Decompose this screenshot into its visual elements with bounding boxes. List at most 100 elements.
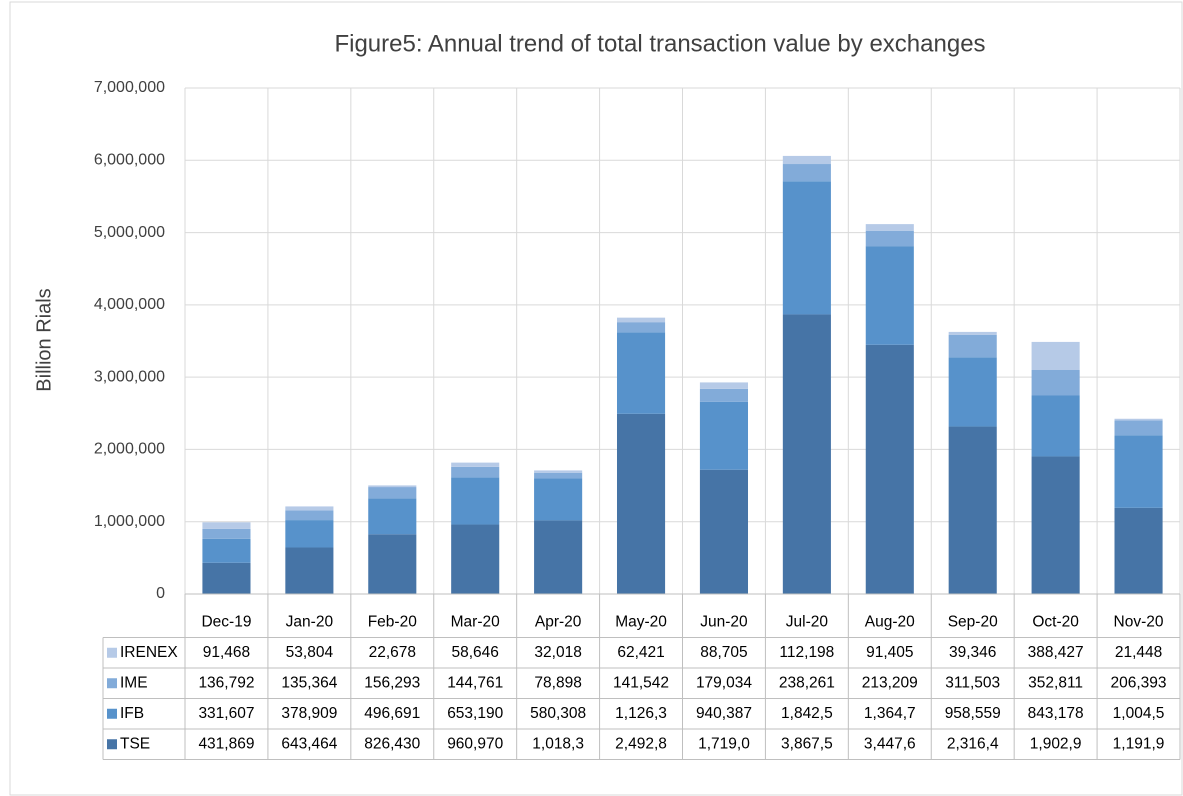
bar-segment xyxy=(948,334,997,358)
data-label: 940,387 xyxy=(696,705,752,722)
bar-segment xyxy=(1114,418,1163,421)
data-label: 88,705 xyxy=(700,644,747,661)
data-label: 1,126,3 xyxy=(615,705,667,722)
data-label: 206,393 xyxy=(1111,674,1167,691)
bar-segment xyxy=(534,520,583,594)
bar-segment xyxy=(865,230,914,247)
x-tick-label: Sep-20 xyxy=(948,613,998,630)
data-label: 3,447,6 xyxy=(864,735,916,752)
bar-segment xyxy=(1114,435,1163,508)
chart-title: Figure5: Annual trend of total transacti… xyxy=(334,30,985,57)
bar-segment xyxy=(285,520,334,548)
bar-segment xyxy=(948,357,997,427)
chart-frame xyxy=(9,1,1183,796)
bar-segment xyxy=(1114,420,1163,436)
bar-segment xyxy=(616,322,666,333)
x-tick-label: Jun-20 xyxy=(700,613,748,630)
x-tick-label: Aug-20 xyxy=(865,613,915,630)
bar-segment xyxy=(1031,395,1080,457)
x-tick-label: Oct-20 xyxy=(1032,613,1079,630)
data-label: 378,909 xyxy=(281,705,337,722)
data-label: 496,691 xyxy=(364,705,420,722)
bar-segment xyxy=(782,164,831,182)
bar-segment xyxy=(699,382,749,389)
data-label: 91,405 xyxy=(866,644,913,661)
data-label: 3,867,5 xyxy=(781,735,833,752)
y-tick-label: 1,000,000 xyxy=(94,513,165,530)
bar-segment xyxy=(451,466,500,478)
data-label: 431,869 xyxy=(198,735,254,752)
y-tick-label: 4,000,000 xyxy=(94,296,165,313)
data-label: 32,018 xyxy=(534,644,581,661)
data-label: 2,492,8 xyxy=(615,735,667,752)
bar-segment xyxy=(534,478,583,521)
data-label: 156,293 xyxy=(364,674,420,691)
bar-segment xyxy=(534,470,583,473)
data-label: 1,018,3 xyxy=(532,735,584,752)
bar-segment xyxy=(202,538,251,563)
bar-segment xyxy=(202,522,251,529)
data-label: 213,209 xyxy=(862,674,918,691)
data-label: 1,902,9 xyxy=(1030,735,1082,752)
bar-segment xyxy=(699,469,749,594)
data-label: 311,503 xyxy=(945,674,1000,691)
y-tick-label: 5,000,000 xyxy=(94,224,165,241)
legend-label: IFB xyxy=(120,705,144,722)
bar-segment xyxy=(865,344,914,594)
data-label: 135,364 xyxy=(281,674,337,691)
data-label: 826,430 xyxy=(364,735,420,752)
data-label: 653,190 xyxy=(447,705,503,722)
data-label: 580,308 xyxy=(530,705,586,722)
legend-label: TSE xyxy=(120,735,150,752)
x-tick-label: May-20 xyxy=(615,613,667,630)
bar-segment xyxy=(616,317,666,323)
data-label: 238,261 xyxy=(779,674,835,691)
data-label: 960,970 xyxy=(447,735,503,752)
x-tick-label: Feb-20 xyxy=(368,613,417,630)
x-tick-label: Nov-20 xyxy=(1114,613,1164,630)
bar-segment xyxy=(285,510,334,521)
data-label: 62,421 xyxy=(617,644,664,661)
bar-segment xyxy=(1031,456,1080,594)
legend-label: IME xyxy=(120,674,148,691)
data-label: 179,034 xyxy=(696,674,752,691)
bar-segment xyxy=(1114,507,1163,594)
y-axis-label: Billion Rials xyxy=(33,288,55,391)
bar-segment xyxy=(202,528,251,539)
bar-segment xyxy=(534,472,583,479)
data-label: 958,559 xyxy=(945,705,1001,722)
data-label: 141,542 xyxy=(613,674,669,691)
bar-segment xyxy=(202,562,251,594)
bar-segment xyxy=(285,547,334,594)
y-tick-label: 3,000,000 xyxy=(94,368,165,385)
bar-segment xyxy=(782,314,831,594)
bar-segment xyxy=(451,477,500,525)
data-label: 58,646 xyxy=(451,644,498,661)
data-label: 136,792 xyxy=(198,674,254,691)
x-tick-label: Apr-20 xyxy=(535,613,582,630)
data-label: 78,898 xyxy=(534,674,581,691)
data-label: 91,468 xyxy=(203,644,250,661)
bar-segment xyxy=(865,246,914,345)
bar-segment xyxy=(782,181,831,315)
bar-segment xyxy=(1031,341,1080,370)
y-tick-label: 0 xyxy=(156,585,165,602)
data-label: 1,364,7 xyxy=(864,705,916,722)
data-label: 843,178 xyxy=(1028,705,1084,722)
data-label: 112,198 xyxy=(779,644,834,661)
y-tick-label: 2,000,000 xyxy=(94,441,165,458)
legend-swatch xyxy=(107,739,117,750)
bar-segment xyxy=(1031,369,1080,396)
x-tick-label: Dec-19 xyxy=(201,613,251,630)
data-label: 1,842,5 xyxy=(781,705,833,722)
data-label: 2,316,4 xyxy=(947,735,999,752)
bar-segment xyxy=(368,498,417,535)
bar-segment xyxy=(285,506,334,511)
data-label: 144,761 xyxy=(447,674,503,691)
bar-segment xyxy=(948,331,997,335)
data-label: 22,678 xyxy=(369,644,416,661)
bar-segment xyxy=(616,413,666,594)
bar-segment xyxy=(782,155,831,165)
data-label: 1,191,9 xyxy=(1113,735,1165,752)
